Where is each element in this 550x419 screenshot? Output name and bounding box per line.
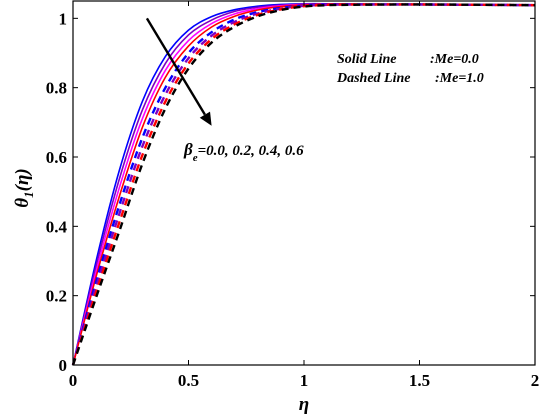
y-tick-label: 0.6 [46,148,67,167]
legend: Solid Line :Me=0.0 Dashed Line :Me=1.0 [336,52,484,86]
y-tick-label: 1 [59,9,68,28]
x-tick-label: 0.5 [178,371,199,390]
annotation-arrowhead [199,111,212,126]
x-axis-label: η [299,394,309,415]
x-tick-label: 0 [69,371,78,390]
y-axis-label: θ1(η) [12,168,36,207]
annotation-sub: e [193,152,198,164]
y-axis-label-main: θ [12,198,33,208]
ticks-layer: 0 0.5 1 1.5 2 0 0.2 0.4 0.6 0.8 1 [46,1,540,390]
series-line-dashed-6 [71,3,536,366]
legend-dashed-value: :Me=1.0 [435,71,484,86]
plot-area [73,1,535,365]
y-tick-label: 0.4 [46,217,68,236]
legend-solid-value: :Me=0.0 [430,52,479,67]
annotation-label: βe=0.0, 0.2, 0.4, 0.6 [183,140,304,164]
y-tick-label: 0.2 [46,287,67,306]
legend-dashed-name: Dashed Line [336,71,411,86]
series-layer [71,2,536,366]
y-axis-label-sub: 1 [21,191,36,198]
legend-solid-name: Solid Line [337,52,397,67]
y-axis-label-arg: (η) [12,168,33,191]
annotation-symbol: β [183,140,193,159]
x-tick-label: 2 [531,371,540,390]
annotation-arrow [145,17,206,116]
annotation-text: =0.0, 0.2, 0.4, 0.6 [198,143,305,159]
series-line-dashed-7 [71,3,536,366]
x-tick-label: 1.5 [409,371,430,390]
x-tick-label: 1 [300,371,309,390]
y-tick-label: 0.8 [46,79,67,98]
y-tick-label: 0 [59,356,68,375]
